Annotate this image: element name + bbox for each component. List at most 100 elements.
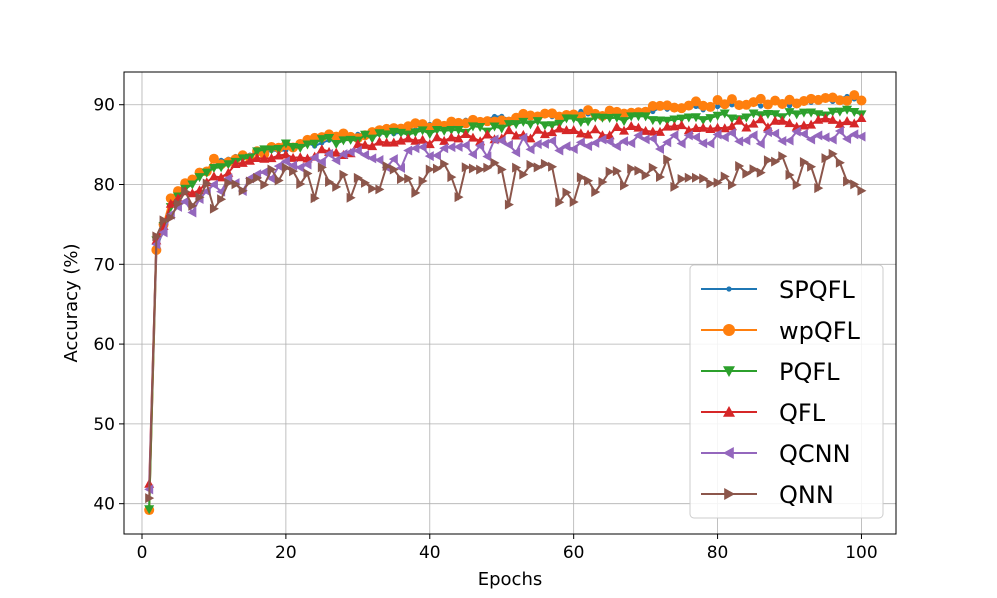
data-point	[778, 151, 788, 162]
data-point	[245, 176, 255, 187]
data-point	[345, 135, 356, 145]
y-tick-label: 50	[93, 415, 115, 435]
data-point	[842, 116, 853, 126]
data-point	[777, 115, 788, 125]
data-point	[842, 95, 853, 106]
data-point	[655, 126, 666, 136]
data-point	[597, 113, 608, 123]
data-point	[280, 156, 290, 167]
data-point	[382, 161, 392, 172]
data-point	[719, 132, 729, 143]
data-point	[324, 134, 335, 144]
data-point	[611, 121, 622, 131]
data-point	[259, 167, 269, 178]
data-point	[467, 122, 478, 132]
data-point	[547, 127, 558, 137]
data-point	[316, 144, 327, 154]
data-point	[266, 153, 277, 163]
data-point	[360, 149, 370, 160]
data-point	[662, 137, 672, 148]
data-point	[591, 186, 601, 197]
data-point	[331, 139, 342, 149]
data-point	[568, 114, 579, 124]
x-tick-label: 20	[275, 543, 297, 563]
data-point	[742, 168, 752, 179]
data-point	[698, 122, 709, 132]
data-point	[201, 168, 212, 178]
data-point	[590, 113, 601, 123]
data-point	[647, 116, 658, 126]
y-axis-label: Accuracy (%)	[61, 243, 82, 362]
legend-label: QCNN	[779, 440, 851, 468]
data-point	[669, 102, 680, 113]
data-point	[360, 130, 371, 140]
data-point	[598, 177, 608, 188]
y-tick-label: 90	[93, 96, 115, 116]
data-point	[798, 128, 808, 139]
data-point	[195, 192, 205, 203]
data-point	[735, 161, 745, 172]
data-point	[208, 153, 219, 164]
data-point	[690, 122, 701, 132]
data-point	[705, 138, 715, 149]
data-point	[216, 172, 227, 182]
data-point	[827, 107, 838, 117]
data-point	[633, 130, 643, 141]
data-point	[684, 172, 694, 183]
data-point	[856, 95, 867, 106]
data-point	[758, 103, 764, 109]
data-point	[604, 114, 615, 124]
data-point	[467, 132, 478, 142]
data-point	[339, 169, 349, 180]
data-point	[209, 203, 219, 214]
data-point	[309, 152, 319, 163]
y-tick-label: 40	[93, 495, 115, 515]
data-point	[755, 114, 766, 124]
data-point	[424, 130, 435, 140]
data-point	[712, 122, 723, 132]
data-point	[584, 175, 594, 186]
data-point	[705, 101, 716, 112]
data-point	[367, 134, 378, 144]
data-point	[583, 141, 593, 152]
data-point	[856, 113, 867, 123]
data-point	[813, 114, 824, 124]
data-point	[655, 116, 666, 126]
data-point	[734, 100, 745, 111]
data-point	[345, 147, 355, 158]
data-point	[496, 124, 507, 134]
data-point	[317, 162, 327, 173]
data-point	[762, 127, 772, 138]
data-point	[417, 134, 428, 144]
data-point	[374, 129, 385, 139]
data-point	[575, 118, 586, 128]
data-point	[714, 103, 721, 110]
legend-marker	[726, 286, 732, 292]
data-point	[699, 173, 709, 184]
data-point	[820, 113, 831, 123]
data-point	[453, 133, 464, 143]
data-point	[375, 184, 385, 195]
data-point	[461, 162, 471, 173]
data-point	[712, 129, 722, 140]
data-point	[404, 173, 414, 184]
data-point	[777, 136, 787, 147]
data-point	[482, 151, 492, 162]
data-point	[166, 212, 176, 223]
data-point	[208, 171, 219, 181]
data-point	[424, 139, 435, 149]
plot-frame	[123, 71, 897, 535]
data-point	[489, 134, 499, 145]
legend-label: wpQFL	[779, 317, 861, 345]
data-point	[662, 116, 673, 126]
data-point	[288, 160, 298, 171]
data-point	[561, 125, 572, 135]
data-point	[726, 94, 737, 105]
x-tick-label: 100	[845, 543, 877, 563]
data-point	[626, 138, 636, 149]
data-point	[303, 168, 313, 179]
data-point	[381, 137, 392, 147]
data-point	[807, 161, 817, 172]
data-point	[475, 122, 486, 132]
axis-ticks: 0 20 40 60 80 100 40 50 60 70 80 90	[93, 96, 877, 563]
